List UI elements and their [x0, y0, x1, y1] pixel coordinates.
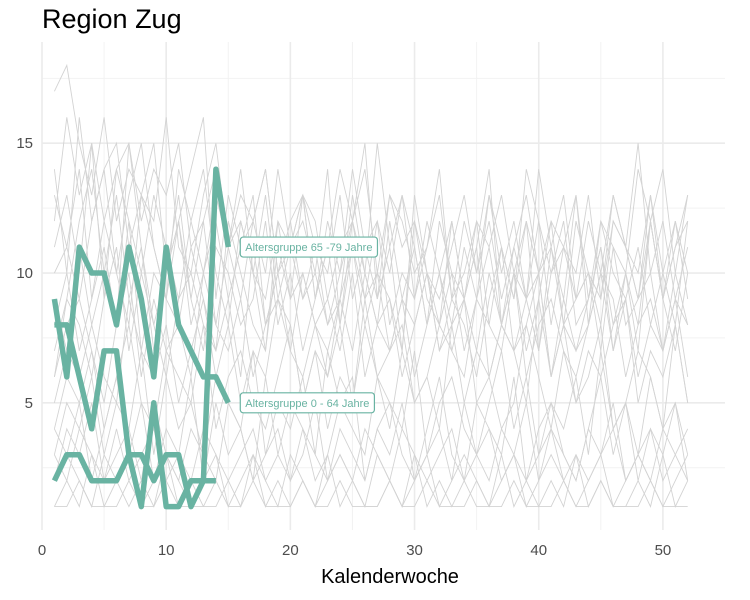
annotations: Altersgruppe 65 -79 Jahre Altersgruppe 0 …: [239, 236, 379, 414]
x-tick-label: 10: [158, 542, 175, 559]
highlighted-series-line: [54, 322, 216, 510]
y-tick-label: 5: [25, 395, 33, 412]
highlighted-lines: [51, 166, 232, 510]
highlighted-series-line: [51, 244, 231, 404]
x-tick-label: 30: [406, 542, 423, 559]
y-tick-label: 15: [16, 135, 33, 152]
tick-labels: 0 10 20 30 40 50 5 10 15: [16, 135, 671, 559]
series-annotation: Altersgruppe 0 - 64 Jahre: [239, 392, 376, 414]
highlighted-series-line: [51, 166, 232, 510]
background-series-line: [53, 143, 689, 300]
x-tick-label: 0: [38, 542, 46, 559]
series-annotation-box: [239, 392, 376, 414]
series-annotation-box: [239, 236, 379, 258]
y-tick-label: 10: [16, 265, 33, 282]
background-series-line: [53, 350, 689, 457]
x-tick-label: 40: [530, 542, 547, 559]
background-lines: [53, 63, 689, 508]
background-series-line: [53, 297, 689, 405]
series-annotation-text: Altersgruppe 0 - 64 Jahre: [245, 398, 369, 410]
chart-title: Region Zug: [42, 4, 182, 34]
background-series-line: [53, 453, 689, 508]
background-series-line: [54, 479, 688, 508]
x-axis-title: Kalenderwoche: [321, 566, 459, 588]
background-series-line: [53, 401, 689, 483]
x-tick-label: 50: [655, 542, 672, 559]
background-series-line: [53, 324, 689, 431]
x-tick-label: 20: [282, 542, 299, 559]
series-annotation: Altersgruppe 65 -79 Jahre: [239, 236, 379, 258]
background-series-line: [53, 143, 689, 326]
series-annotation-text: Altersgruppe 65 -79 Jahre: [245, 242, 372, 254]
